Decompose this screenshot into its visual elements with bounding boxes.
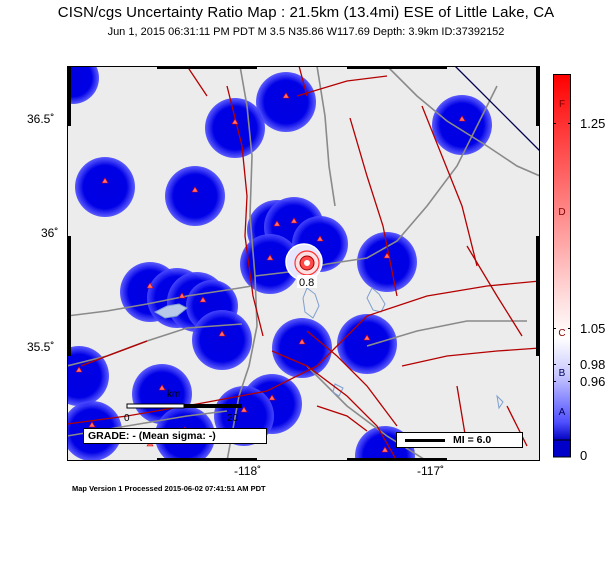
colorbar-tick-0-98: 0.98	[580, 357, 606, 372]
contour-label-bg	[297, 275, 317, 288]
grade-letter-d: D	[558, 207, 565, 218]
state-border	[454, 66, 540, 152]
colorbar-tick-0-96: 0.96	[580, 374, 606, 389]
map-title: CISN/cgs Uncertainty Ratio Map : 21.5km …	[57, 4, 555, 21]
grade-letter-f: F	[559, 99, 565, 110]
scale-bar: km 0 20	[124, 389, 242, 424]
grade-letter-b: B	[559, 368, 566, 379]
map-subtitle: Jun 1, 2015 06:31:11 PM PDT M 3.5 N35.86…	[107, 26, 505, 38]
mi-legend: MI = 6.0	[396, 432, 523, 448]
lat-label-36: 36˚	[41, 226, 59, 240]
colorbar-tick-0: 0	[580, 448, 588, 463]
map-frame	[67, 66, 540, 461]
uncertainty-map: 0.8 km 0 20	[67, 66, 540, 461]
lon-label-118: -118˚	[234, 464, 262, 478]
map-frame-ticks	[67, 66, 540, 461]
lon-label-117: -117˚	[417, 464, 445, 478]
fault-lines	[67, 66, 540, 461]
contour-label: 0.8	[299, 277, 314, 289]
grade-letter-a: A	[559, 407, 566, 418]
epicenter-contours	[285, 243, 323, 281]
scale-bar-twenty: 20	[227, 413, 239, 424]
uncertainty-colorbar: F D C B A	[553, 74, 571, 458]
station-markers	[75, 92, 466, 453]
scale-bar-title: km	[167, 389, 180, 400]
lat-label-35-5: 35.5˚	[27, 340, 55, 354]
scale-bar-zero: 0	[124, 413, 130, 424]
mi-legend-line	[405, 439, 445, 442]
processed-footer: Map Version 1 Processed 2015-06-02 07:41…	[72, 484, 266, 493]
grade-letter-c: C	[558, 328, 565, 339]
colorbar-tick-1-25: 1.25	[580, 116, 606, 131]
lat-label-36-5: 36.5˚	[27, 112, 55, 126]
grade-legend: GRADE: - (Mean sigma: -)	[83, 428, 267, 444]
colorbar-tick-1-05: 1.05	[580, 321, 606, 336]
mi-legend-text: MI = 6.0	[453, 434, 492, 446]
